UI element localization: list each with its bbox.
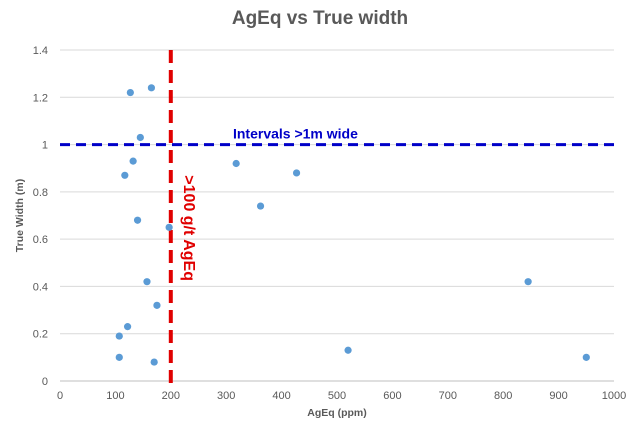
data-point: [133, 216, 142, 224]
data-point: [344, 346, 352, 354]
data-point: [524, 278, 532, 286]
x-tick-label: 200: [162, 390, 180, 402]
y-tick-label: 0: [42, 376, 48, 388]
x-tick-label: 700: [439, 390, 457, 402]
y-tick-label: 1.2: [33, 92, 48, 104]
threshold-label-grade: >100 g/t AgEq: [180, 175, 197, 281]
data-point: [129, 157, 137, 165]
x-axis-title: AgEq (ppm): [307, 407, 367, 419]
chart-title: AgEq vs True width: [231, 8, 409, 29]
data-point: [256, 202, 265, 210]
threshold-label-width: Intervals >1m wide: [233, 126, 358, 142]
data-point: [582, 353, 590, 361]
data-point: [147, 84, 156, 92]
y-tick-label: 1: [42, 140, 48, 152]
x-tick-label: 100: [106, 390, 124, 402]
data-point: [115, 332, 123, 340]
x-tick-label: 600: [383, 390, 401, 402]
data-point: [136, 133, 144, 142]
data-point: [126, 88, 134, 97]
data-point: [153, 301, 161, 309]
x-tick-label: 800: [494, 390, 512, 402]
data-point: [121, 171, 129, 179]
data-point: [115, 353, 123, 361]
y-tick-label: 0.4: [33, 281, 48, 293]
y-tick-label: 0.8: [33, 187, 48, 199]
data-point: [150, 358, 158, 366]
data-point: [292, 169, 301, 177]
x-tick-label: 500: [328, 390, 346, 402]
x-tick-label: 900: [549, 390, 567, 402]
x-tick-label: 0: [57, 390, 63, 402]
y-tick-label: 1.4: [33, 45, 48, 57]
y-axis-title: True Width (m): [14, 179, 26, 252]
data-point: [143, 278, 151, 286]
data-point: [232, 159, 240, 168]
data-point: [123, 323, 132, 331]
x-tick-label: 300: [217, 390, 235, 402]
y-tick-label: 0.2: [33, 329, 48, 341]
x-tick-label: 400: [272, 390, 290, 402]
data-point: [165, 223, 173, 231]
y-tick-label: 0.6: [33, 234, 48, 246]
x-tick-label: 1000: [602, 390, 626, 402]
